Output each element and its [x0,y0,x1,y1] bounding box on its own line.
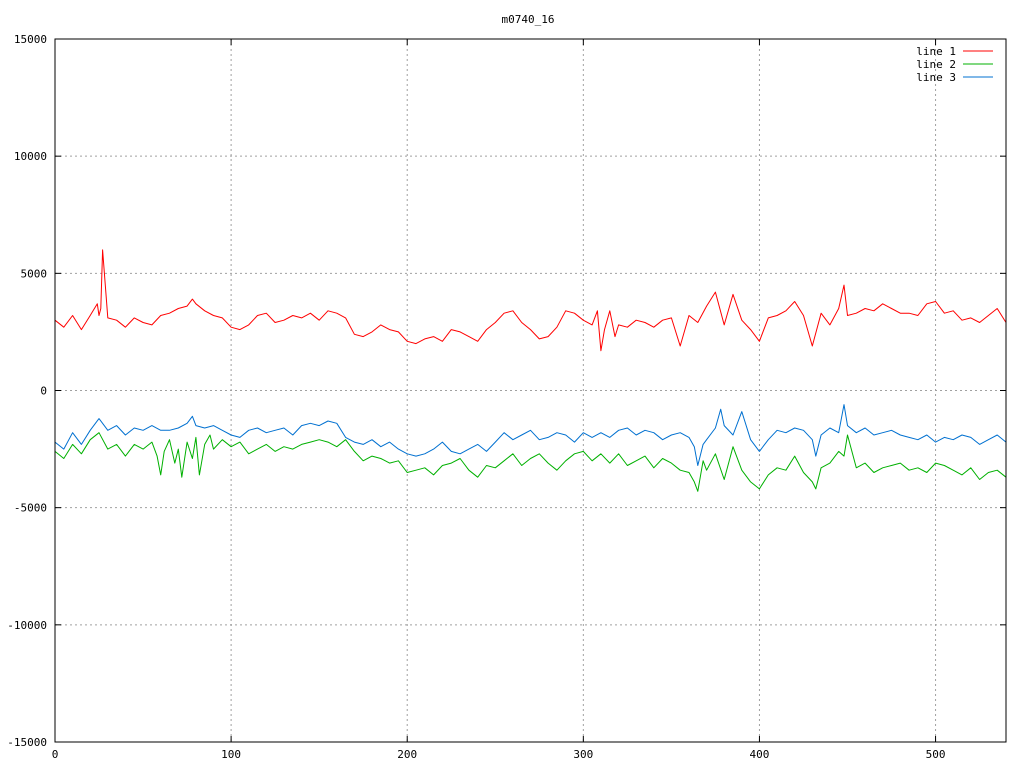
y-tick-label: -10000 [7,619,47,632]
axis-ticks: 0 100 200 300 400 500 -15000 -10000 -5000 0 5000 10… [7,33,1006,761]
x-tick-label: 500 [926,748,946,761]
series-layer [54,249,1007,492]
x-tick-label: 100 [221,748,241,761]
legend-label-1: line 1 [916,45,956,58]
y-tick-label: 5000 [21,267,48,280]
y-tick-label: 0 [40,385,47,398]
chart-title: m0740_16 [502,13,555,26]
x-tick-label: 200 [397,748,417,761]
series-line-3 [54,404,1007,466]
y-tick-label: 10000 [14,150,47,163]
legend-label-2: line 2 [916,58,956,71]
series-line-1 [54,249,1007,352]
y-tick-label: -15000 [7,736,47,749]
x-tick-label: 0 [52,748,59,761]
x-tick-label: 300 [573,748,593,761]
y-tick-label: -5000 [14,502,47,515]
grid [55,39,1006,742]
legend-label-3: line 3 [916,71,956,84]
x-tick-label: 400 [750,748,770,761]
y-tick-label: 15000 [14,33,47,46]
series-line-2 [54,432,1007,492]
